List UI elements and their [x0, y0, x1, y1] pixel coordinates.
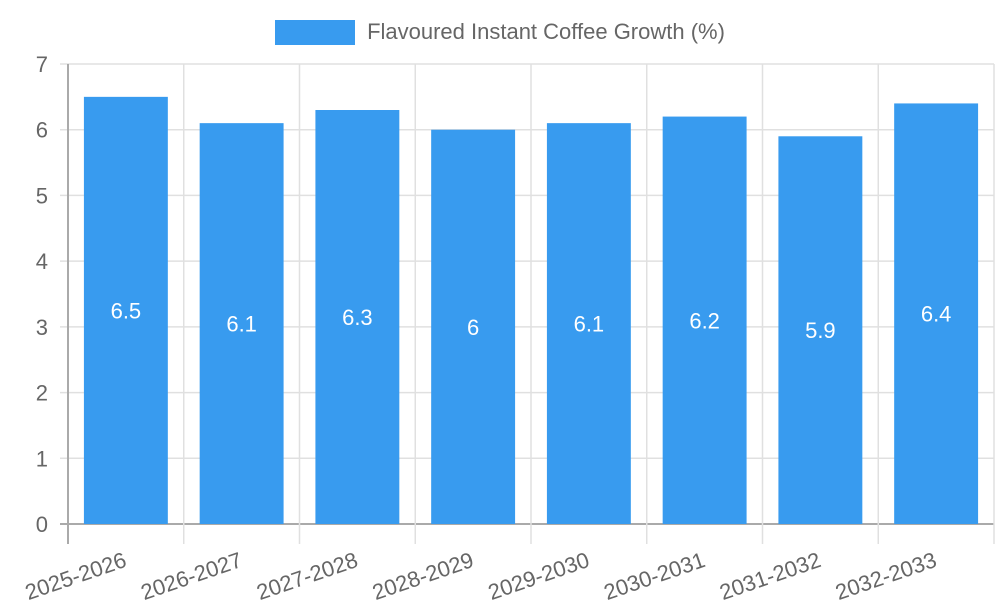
- bar-value-label: 6.5: [111, 298, 142, 323]
- bar[interactable]: [431, 129, 516, 524]
- x-tick-label: 2027-2028: [253, 547, 361, 600]
- y-tick-label: 5: [36, 183, 48, 208]
- x-tick-label: 2029-2030: [485, 547, 593, 600]
- bar[interactable]: [778, 136, 863, 525]
- legend-label[interactable]: Flavoured Instant Coffee Growth (%): [367, 19, 725, 44]
- bar[interactable]: [315, 110, 400, 524]
- bar-value-label: 6.3: [342, 305, 373, 330]
- legend-swatch[interactable]: [275, 19, 356, 45]
- y-tick-label: 2: [36, 381, 48, 406]
- x-tick-label: 2030-2031: [601, 547, 709, 600]
- bar-value-label: 6.2: [689, 308, 720, 333]
- y-tick-label: 3: [36, 315, 48, 340]
- y-tick-label: 4: [36, 249, 48, 274]
- bar-value-label: 6.4: [921, 302, 952, 327]
- y-tick-label: 0: [36, 512, 48, 537]
- x-tick-label: 2031-2032: [716, 547, 824, 600]
- bar-value-label: 6: [467, 315, 479, 340]
- bar[interactable]: [546, 123, 631, 525]
- x-tick-label: 2032-2033: [832, 547, 940, 600]
- x-tick-label: 2026-2027: [138, 547, 246, 600]
- bar-value-label: 6.1: [226, 312, 257, 337]
- y-tick-label: 1: [36, 446, 48, 471]
- bar-value-label: 6.1: [574, 312, 605, 337]
- bar[interactable]: [83, 96, 168, 524]
- chart-legend: Flavoured Instant Coffee Growth (%): [0, 19, 1000, 45]
- x-tick-label: 2028-2029: [369, 547, 477, 600]
- bar[interactable]: [894, 103, 979, 524]
- bar[interactable]: [662, 116, 747, 525]
- y-tick-label: 6: [36, 118, 48, 143]
- bar-value-label: 5.9: [805, 318, 836, 343]
- y-tick-label: 7: [36, 52, 48, 77]
- x-tick-label: 2025-2026: [22, 547, 130, 600]
- bar[interactable]: [199, 123, 284, 525]
